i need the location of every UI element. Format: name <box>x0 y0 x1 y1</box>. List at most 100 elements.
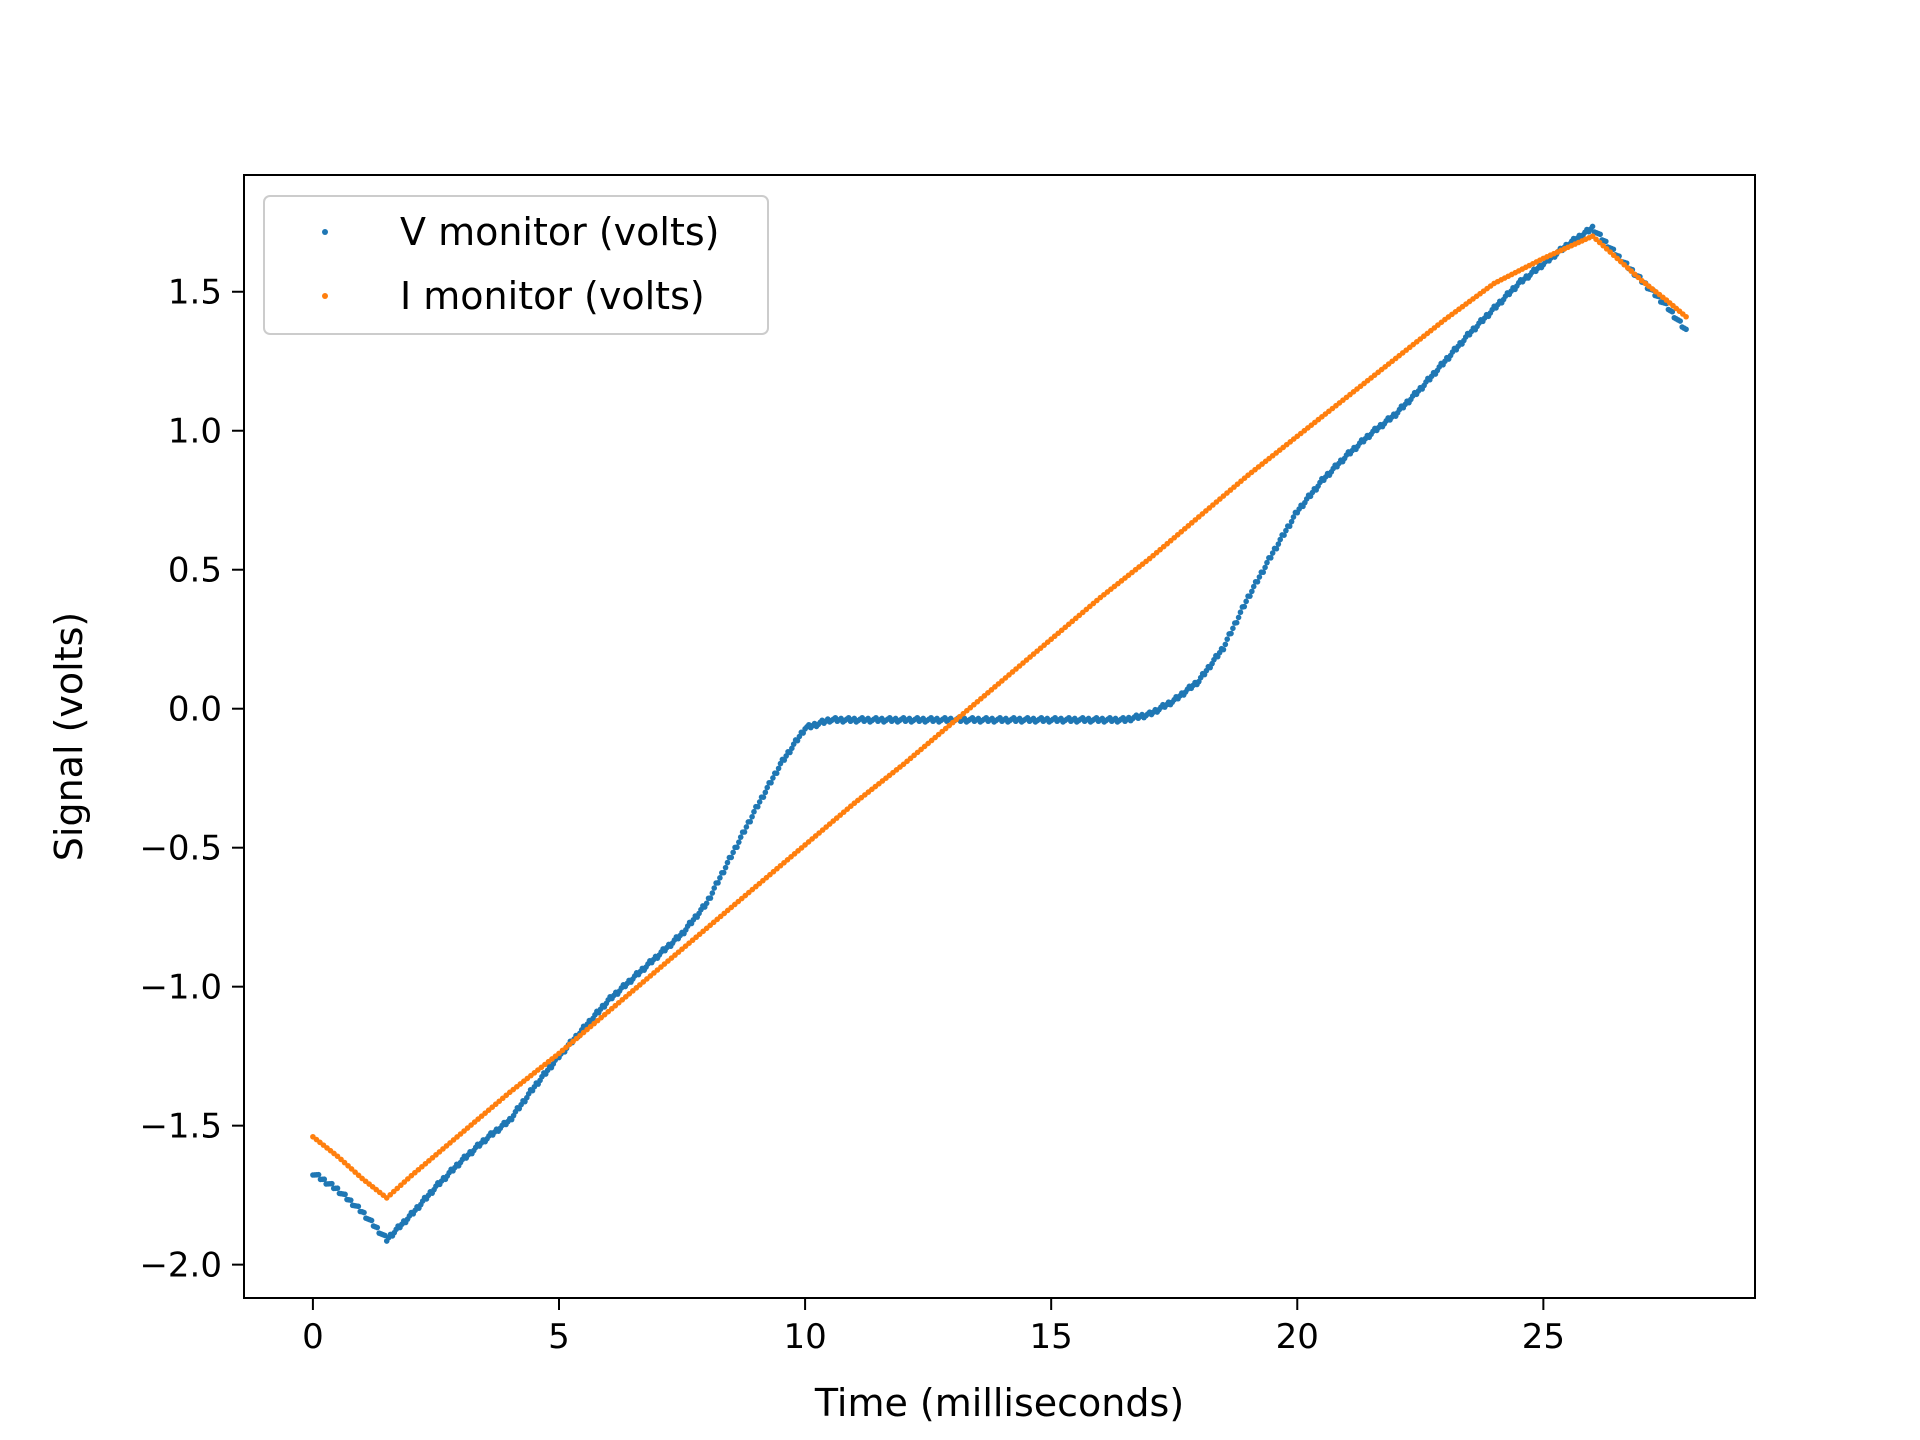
data-point <box>1249 588 1255 595</box>
data-point <box>1222 641 1229 648</box>
data-point <box>321 1176 328 1183</box>
data-point <box>770 775 776 781</box>
x-tick-label: 25 <box>1522 1317 1565 1357</box>
data-point <box>741 829 748 835</box>
data-point <box>1669 308 1676 315</box>
data-point <box>1589 223 1596 230</box>
data-point <box>728 854 735 861</box>
data-point <box>1262 564 1268 571</box>
data-point <box>347 1197 354 1203</box>
data-point <box>777 760 784 767</box>
data-point <box>342 1191 348 1198</box>
data-layer <box>310 223 1689 1244</box>
data-point <box>1603 238 1609 245</box>
data-point <box>1275 541 1282 547</box>
legend-label-v-monitor: V monitor (volts) <box>400 210 719 254</box>
data-point <box>1228 630 1234 637</box>
data-point <box>1247 593 1253 599</box>
data-point <box>734 844 740 851</box>
data-point <box>355 1203 362 1210</box>
data-point <box>783 753 789 759</box>
data-point <box>722 864 729 871</box>
data-point <box>1256 574 1263 580</box>
data-point <box>1235 614 1242 621</box>
data-point <box>334 1185 341 1191</box>
data-point <box>709 890 716 896</box>
data-point <box>717 875 723 881</box>
data-point <box>790 741 797 747</box>
data-point <box>1290 514 1297 520</box>
data-point <box>796 733 803 740</box>
data-point <box>1241 603 1248 610</box>
legend-marker-i-monitor <box>322 293 328 299</box>
plot-area-border <box>243 174 1756 1299</box>
data-point <box>754 803 761 810</box>
x-tick-label: 5 <box>548 1317 570 1357</box>
plot-frame <box>243 174 1756 1299</box>
data-point <box>1286 523 1293 530</box>
data-point <box>730 849 736 856</box>
series-i-monitor <box>310 233 1689 1201</box>
data-point <box>715 880 721 886</box>
data-point <box>1277 536 1284 543</box>
y-tick-label: −1.5 <box>139 1107 222 1147</box>
data-point <box>724 859 731 866</box>
data-point <box>1233 619 1240 626</box>
data-point <box>737 834 744 840</box>
data-point <box>1267 555 1274 561</box>
data-point <box>711 885 718 891</box>
data-point <box>1237 609 1244 616</box>
data-point <box>374 1224 381 1231</box>
data-point <box>747 818 753 825</box>
x-axis-label: Time (milliseconds) <box>814 1381 1184 1425</box>
data-point <box>743 824 750 830</box>
legend-label-i-monitor: I monitor (volts) <box>400 274 705 318</box>
data-point <box>749 813 755 820</box>
data-point <box>1224 636 1231 642</box>
data-point <box>794 737 801 744</box>
data-point <box>1250 583 1257 590</box>
data-point <box>1283 527 1289 534</box>
data-point <box>800 730 806 736</box>
data-point <box>707 895 714 901</box>
y-axis-label: Signal (volts) <box>47 612 91 861</box>
data-point <box>368 1217 375 1224</box>
legend-box <box>263 195 769 335</box>
ticks-layer: 0 5 10 15 20 25 −2.0 −1.5 −1.0 −0.5 0.0 0.5 1.0 1.5 <box>139 273 1565 1357</box>
data-point <box>1597 231 1603 238</box>
y-tick-label: −0.5 <box>139 829 222 869</box>
y-tick-label: 1.5 <box>168 273 222 313</box>
data-point <box>760 794 767 800</box>
x-tick-label: 20 <box>1276 1317 1319 1357</box>
data-point <box>329 1180 335 1187</box>
data-point <box>1264 559 1270 566</box>
data-point <box>1230 625 1236 632</box>
data-point <box>751 808 757 815</box>
data-point <box>361 1209 367 1216</box>
data-point <box>789 745 795 752</box>
x-tick-label: 10 <box>783 1317 826 1357</box>
data-point <box>1260 569 1266 576</box>
y-tick-label: 1.0 <box>168 412 222 452</box>
data-point <box>764 784 771 791</box>
data-point <box>1683 326 1689 333</box>
y-tick-label: −1.0 <box>139 968 222 1008</box>
data-point <box>787 749 793 756</box>
data-point <box>1281 532 1287 538</box>
data-point <box>768 779 774 786</box>
data-point <box>775 765 782 772</box>
y-tick-label: 0.5 <box>168 551 222 591</box>
data-point <box>1677 318 1683 324</box>
data-point <box>1273 545 1280 552</box>
x-tick-label: 15 <box>1030 1317 1073 1357</box>
data-point <box>762 789 769 796</box>
data-point <box>315 1171 322 1178</box>
data-point <box>781 757 788 763</box>
data-point <box>773 770 780 777</box>
data-point <box>1269 550 1276 556</box>
data-point <box>1220 646 1227 653</box>
data-point <box>1683 313 1689 320</box>
data-point <box>703 900 710 907</box>
